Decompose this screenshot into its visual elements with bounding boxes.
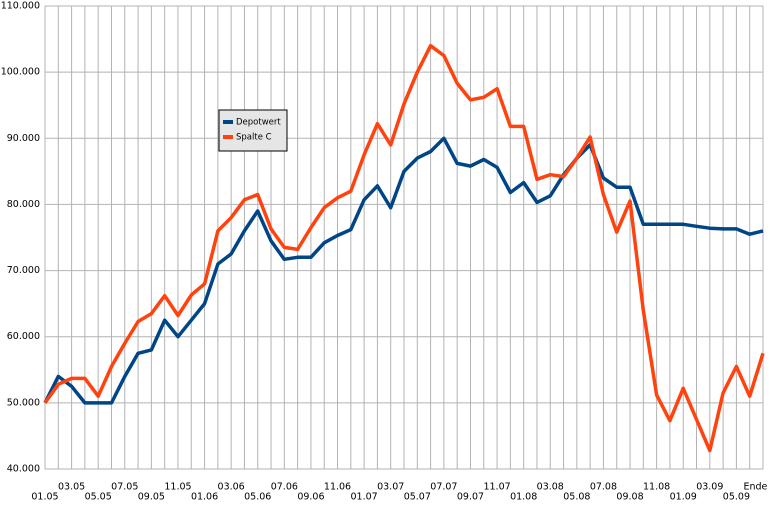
series-line	[43, 136, 764, 405]
x-tick-label: 07.06	[271, 482, 298, 493]
x-tick-label: 11.08	[643, 482, 670, 493]
x-tick-label: 07.07	[430, 482, 457, 493]
x-tick-label: 03.08	[537, 482, 564, 493]
y-tick-label: 70.000	[7, 265, 40, 276]
x-tick-label: 01.07	[351, 492, 378, 503]
y-tick-label: 50.000	[7, 397, 40, 408]
x-tick-label: 01.05	[31, 492, 58, 503]
y-tick-label: 80.000	[7, 199, 40, 210]
x-tick-label: 05.08	[563, 492, 590, 503]
x-tick-label: 01.06	[191, 492, 218, 503]
legend-swatch	[223, 120, 233, 124]
series-line	[43, 43, 765, 453]
x-tick-label: 07.08	[590, 482, 617, 493]
x-tick-label: 05.09	[723, 492, 750, 503]
x-tick-label: 09.08	[616, 492, 643, 503]
x-tick-label: 03.09	[696, 482, 723, 493]
x-tick-label: 09.06	[297, 492, 324, 503]
x-tick-label: Ende 07	[743, 482, 770, 493]
y-tick-label: 60.000	[7, 331, 40, 342]
x-tick-label: 05.06	[244, 492, 271, 503]
legend-label: Depotwert	[236, 118, 281, 128]
legend-swatch	[223, 135, 233, 139]
x-tick-label: 03.07	[377, 482, 404, 493]
x-tick-label: 03.05	[58, 482, 85, 493]
y-tick-label: 40.000	[7, 464, 40, 475]
y-tick-label: 100.000	[1, 67, 40, 78]
legend-box	[218, 109, 288, 152]
x-tick-label: 05.07	[404, 492, 431, 503]
x-tick-label: 11.07	[483, 482, 510, 493]
x-tick-label: 11.06	[324, 482, 351, 493]
y-tick-label: 90.000	[7, 133, 40, 144]
x-tick-label: 11.05	[164, 482, 191, 493]
x-tick-label: 01.08	[510, 492, 537, 503]
x-tick-label: 09.07	[457, 492, 484, 503]
x-tick-label: 03.06	[218, 482, 245, 493]
x-tick-label: 07.05	[111, 482, 138, 493]
x-tick-label: 09.05	[138, 492, 165, 503]
legend-label: Spalte C	[236, 133, 272, 143]
x-tick-label: 05.05	[85, 492, 112, 503]
x-tick-label: 01.09	[670, 492, 697, 503]
y-tick-label: 110.000	[1, 1, 40, 12]
